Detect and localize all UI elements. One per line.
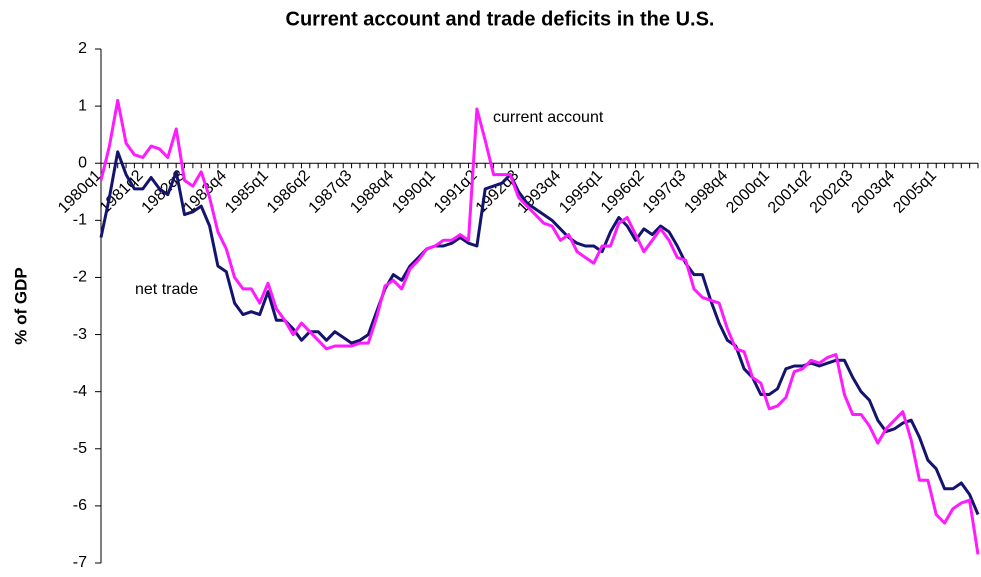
x-tick-label: 1995q1 (556, 167, 606, 217)
x-tick-label: 1990q1 (389, 167, 439, 217)
x-tick-label: 2000q1 (723, 167, 773, 217)
y-tick-label: 1 (78, 97, 87, 114)
x-tick-label: 2002q3 (807, 167, 857, 217)
y-axis-label: % of GDP (11, 267, 30, 344)
x-tick-label: 1987q3 (306, 167, 356, 217)
y-tick-label: 0 (78, 154, 87, 171)
x-tick-label: 1981q2 (97, 167, 147, 217)
x-tick-label: 2003q4 (849, 167, 899, 217)
x-tick-label: 1985q1 (222, 167, 272, 217)
y-tick-label: -3 (73, 326, 87, 343)
x-tick-label: 2001q2 (765, 167, 815, 217)
x-tick-label: 1998q4 (681, 167, 731, 217)
series-line (99, 150, 980, 516)
chart-title: Current account and trade deficits in th… (286, 8, 715, 30)
x-tick-label: 1997q3 (640, 167, 690, 217)
y-tick-label: -6 (73, 497, 87, 514)
x-tick-label: 1996q2 (598, 167, 648, 217)
y-tick-label: -2 (73, 269, 87, 286)
x-tick-label: 1983q4 (180, 167, 230, 217)
y-tick-label: -5 (73, 440, 87, 457)
y-tick-label: -4 (73, 383, 87, 400)
x-tick-label: 1980q1 (55, 167, 105, 217)
y-tick-label: 2 (78, 40, 87, 57)
x-tick-label: 1986q2 (264, 167, 314, 217)
series-label: current account (493, 109, 604, 126)
x-tick-label: 1993q4 (514, 167, 564, 217)
series-label: net trade (135, 281, 198, 298)
y-tick-label: -7 (73, 554, 87, 571)
x-tick-label: 1988q4 (347, 167, 397, 217)
y-tick-label: -1 (73, 212, 87, 229)
x-tick-label: 2005q1 (890, 167, 940, 217)
series-line (99, 98, 980, 555)
